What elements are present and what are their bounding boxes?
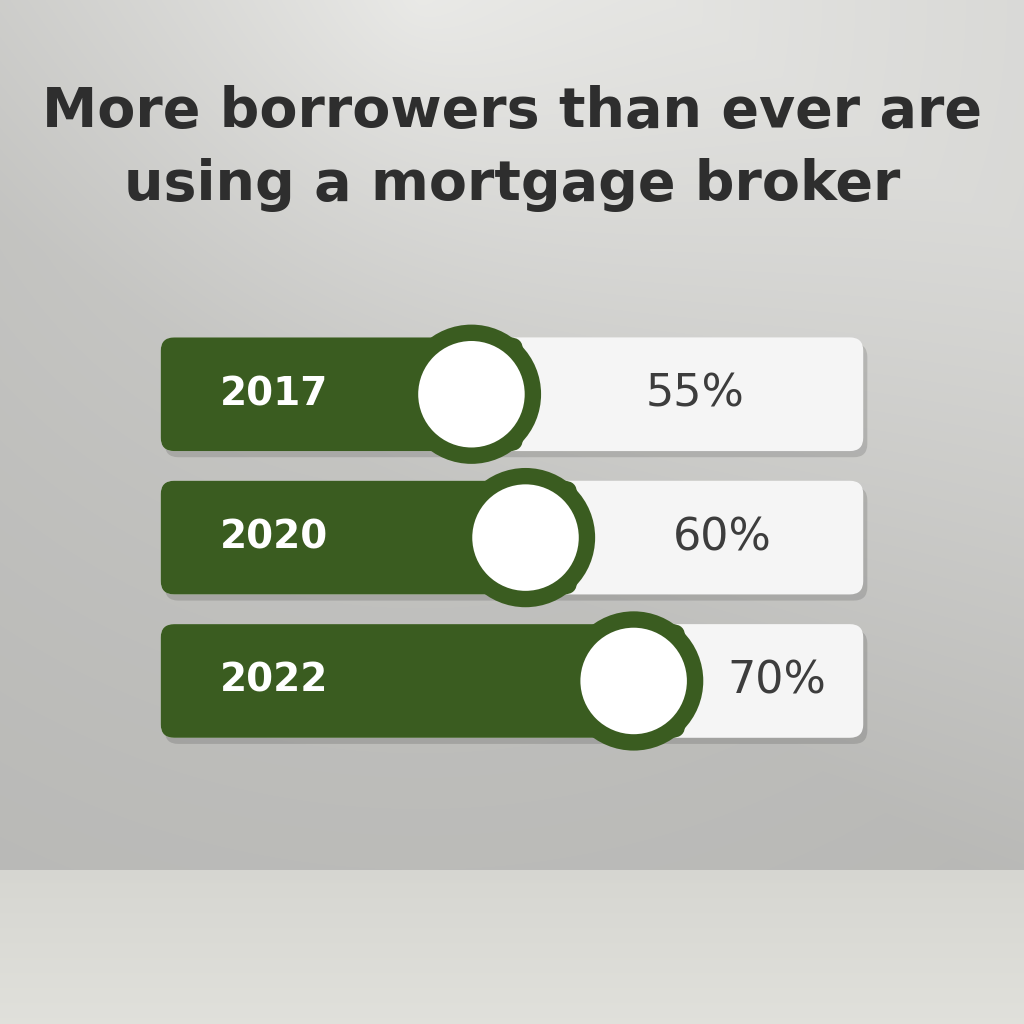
FancyBboxPatch shape xyxy=(165,487,867,600)
Text: 2020: 2020 xyxy=(220,518,329,557)
Circle shape xyxy=(564,611,703,751)
Circle shape xyxy=(401,325,541,464)
Text: More borrowers than ever are
using a mortgage broker: More borrowers than ever are using a mor… xyxy=(42,85,982,212)
Circle shape xyxy=(472,484,579,591)
Circle shape xyxy=(418,341,524,447)
FancyBboxPatch shape xyxy=(161,624,863,737)
FancyBboxPatch shape xyxy=(161,481,578,594)
Text: 55%: 55% xyxy=(646,373,744,416)
FancyBboxPatch shape xyxy=(161,338,863,451)
Text: 70%: 70% xyxy=(727,659,826,702)
Text: 60%: 60% xyxy=(673,516,772,559)
Text: 2017: 2017 xyxy=(220,375,329,414)
FancyBboxPatch shape xyxy=(165,344,867,457)
Circle shape xyxy=(456,468,595,607)
Circle shape xyxy=(581,628,687,734)
FancyBboxPatch shape xyxy=(161,481,863,594)
Text: 2022: 2022 xyxy=(220,662,329,700)
FancyBboxPatch shape xyxy=(161,338,523,451)
FancyBboxPatch shape xyxy=(161,624,685,737)
FancyBboxPatch shape xyxy=(165,630,867,743)
